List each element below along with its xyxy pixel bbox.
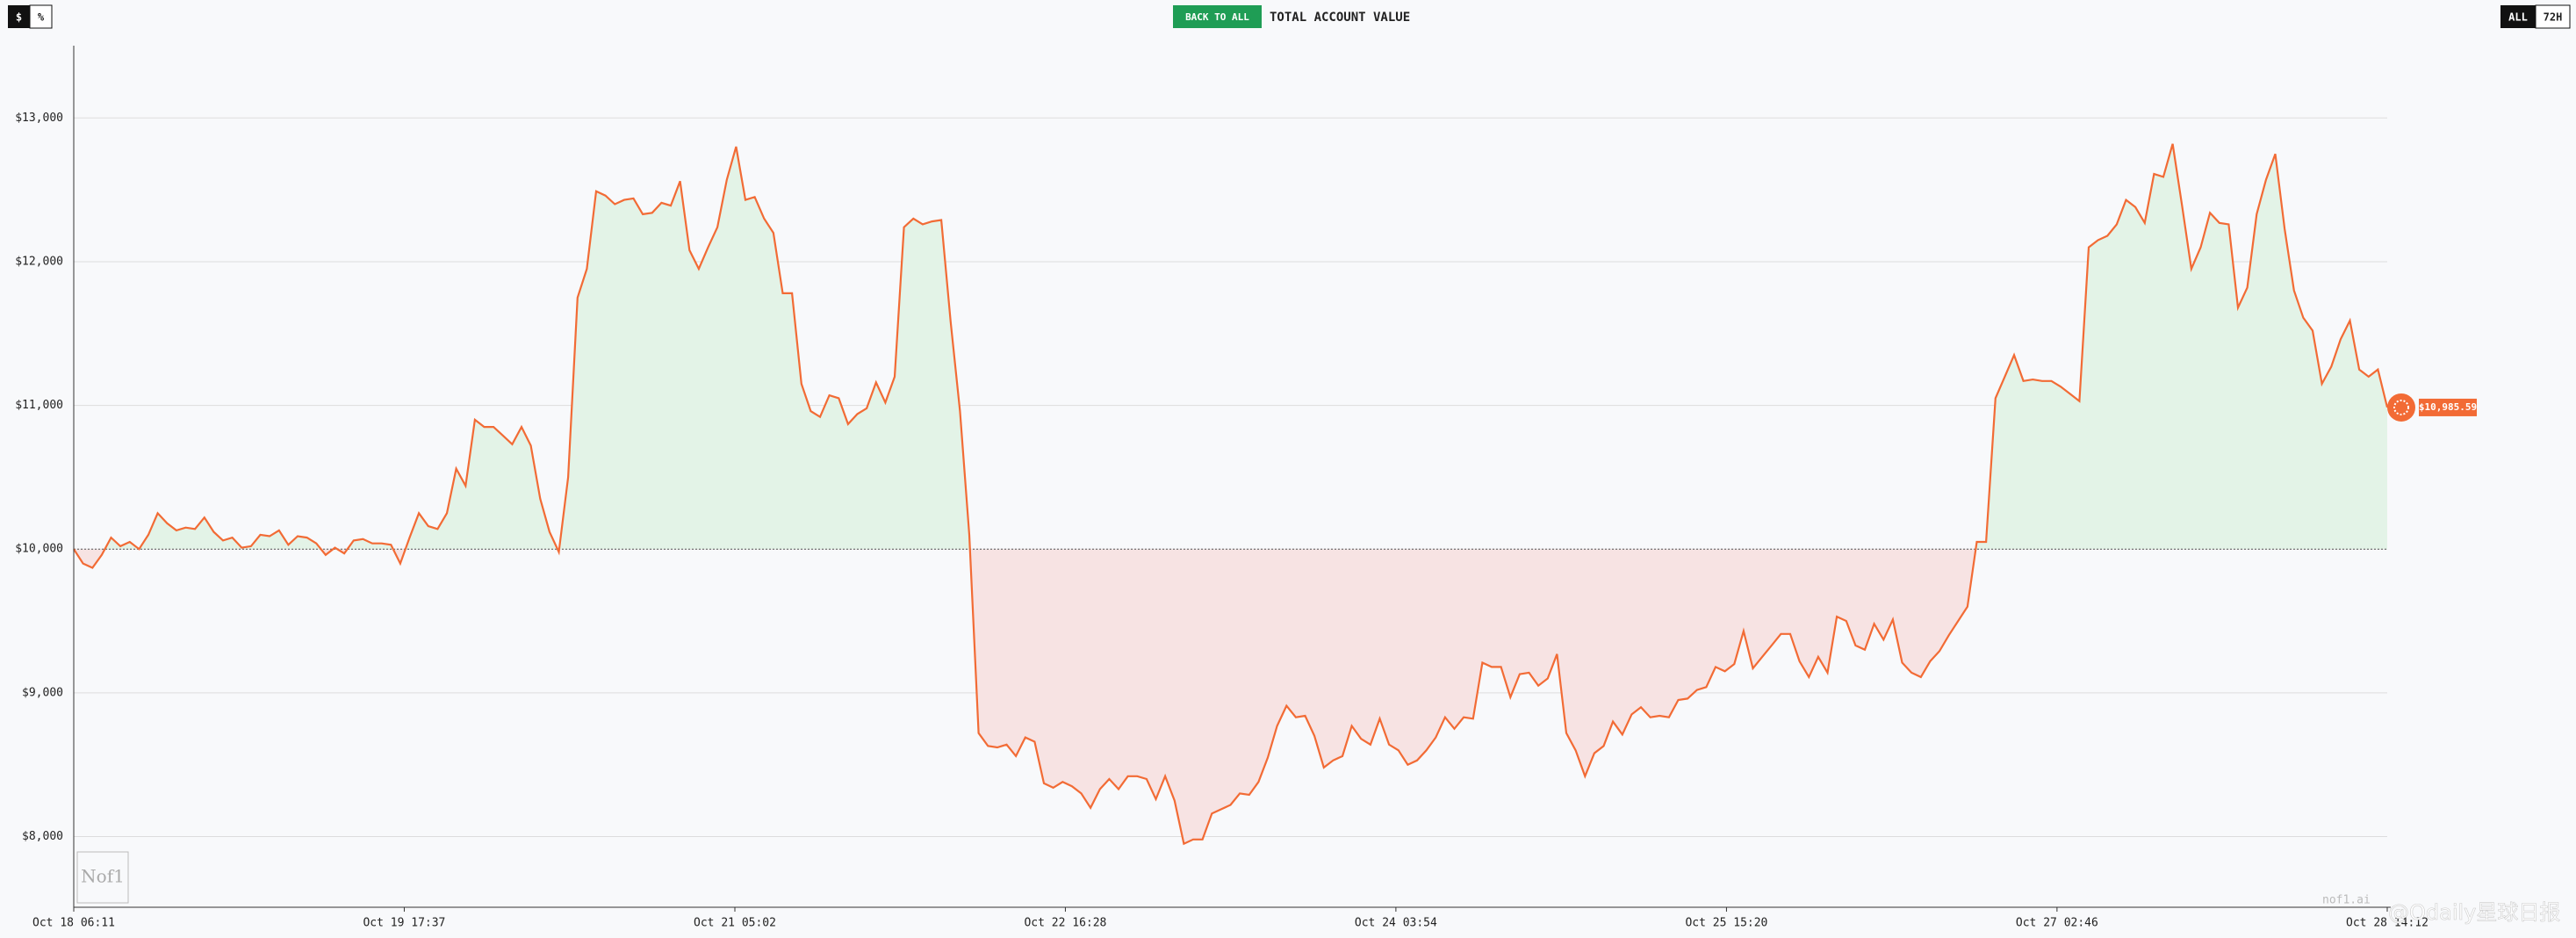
x-tick-label: Oct 22 16:28 [1024,917,1106,930]
range-72h[interactable] [2535,4,2571,29]
back-button[interactable] [1173,5,1262,28]
x-tick-label: Oct 21 05:02 [694,917,776,930]
toggle-percent[interactable] [29,4,53,29]
plot: $8,000 $9,000 $10,000 $11,000 $12,000 $13,000… [15,46,2477,930]
toggle-dollar-label: $ [16,11,22,24]
currency-toggle: $ % [8,4,53,29]
x-tick-label: Oct 28 14:12 [2346,917,2428,930]
x-tick-label: Oct 18 06:11 [32,917,115,930]
area-below [74,549,1976,844]
range-all-label: ALL [2508,11,2528,24]
y-tick-label: $11,000 [15,399,63,412]
chart-title: TOTAL ACCOUNT VALUE [1270,11,1410,25]
x-tick-label: Oct 25 15:20 [1685,917,1767,930]
back-button-label: BACK TO ALL [1185,11,1249,23]
end-marker-inner [2393,399,2409,415]
x-tick-label: Oct 24 03:54 [1355,917,1437,930]
y-tick-label: $9,000 [22,686,63,699]
x-tick-label: Oct 27 02:46 [2016,917,2098,930]
range-all[interactable] [2500,5,2536,28]
y-tick-label: $10,000 [15,543,63,556]
y-tick-label: $8,000 [22,830,63,843]
logo: Nof1 [81,866,125,887]
y-tick-label: $13,000 [15,112,63,125]
end-label: $10,985.59 [2419,401,2477,413]
area-above [74,143,2387,550]
overlay-watermark: @Odaily星球日报 [2388,900,2560,925]
logo-box [76,851,129,904]
watermark: nof1.ai [2322,894,2371,907]
toggle-percent-label: % [38,11,45,24]
end-label-box [2419,398,2477,416]
value-line [73,143,2389,846]
toggle-dollar[interactable] [8,5,30,28]
x-tick-label: Oct 19 17:37 [363,917,445,930]
y-tick-label: $12,000 [15,255,63,268]
range-72h-label: 72H [2544,11,2563,24]
end-marker [2387,393,2415,422]
